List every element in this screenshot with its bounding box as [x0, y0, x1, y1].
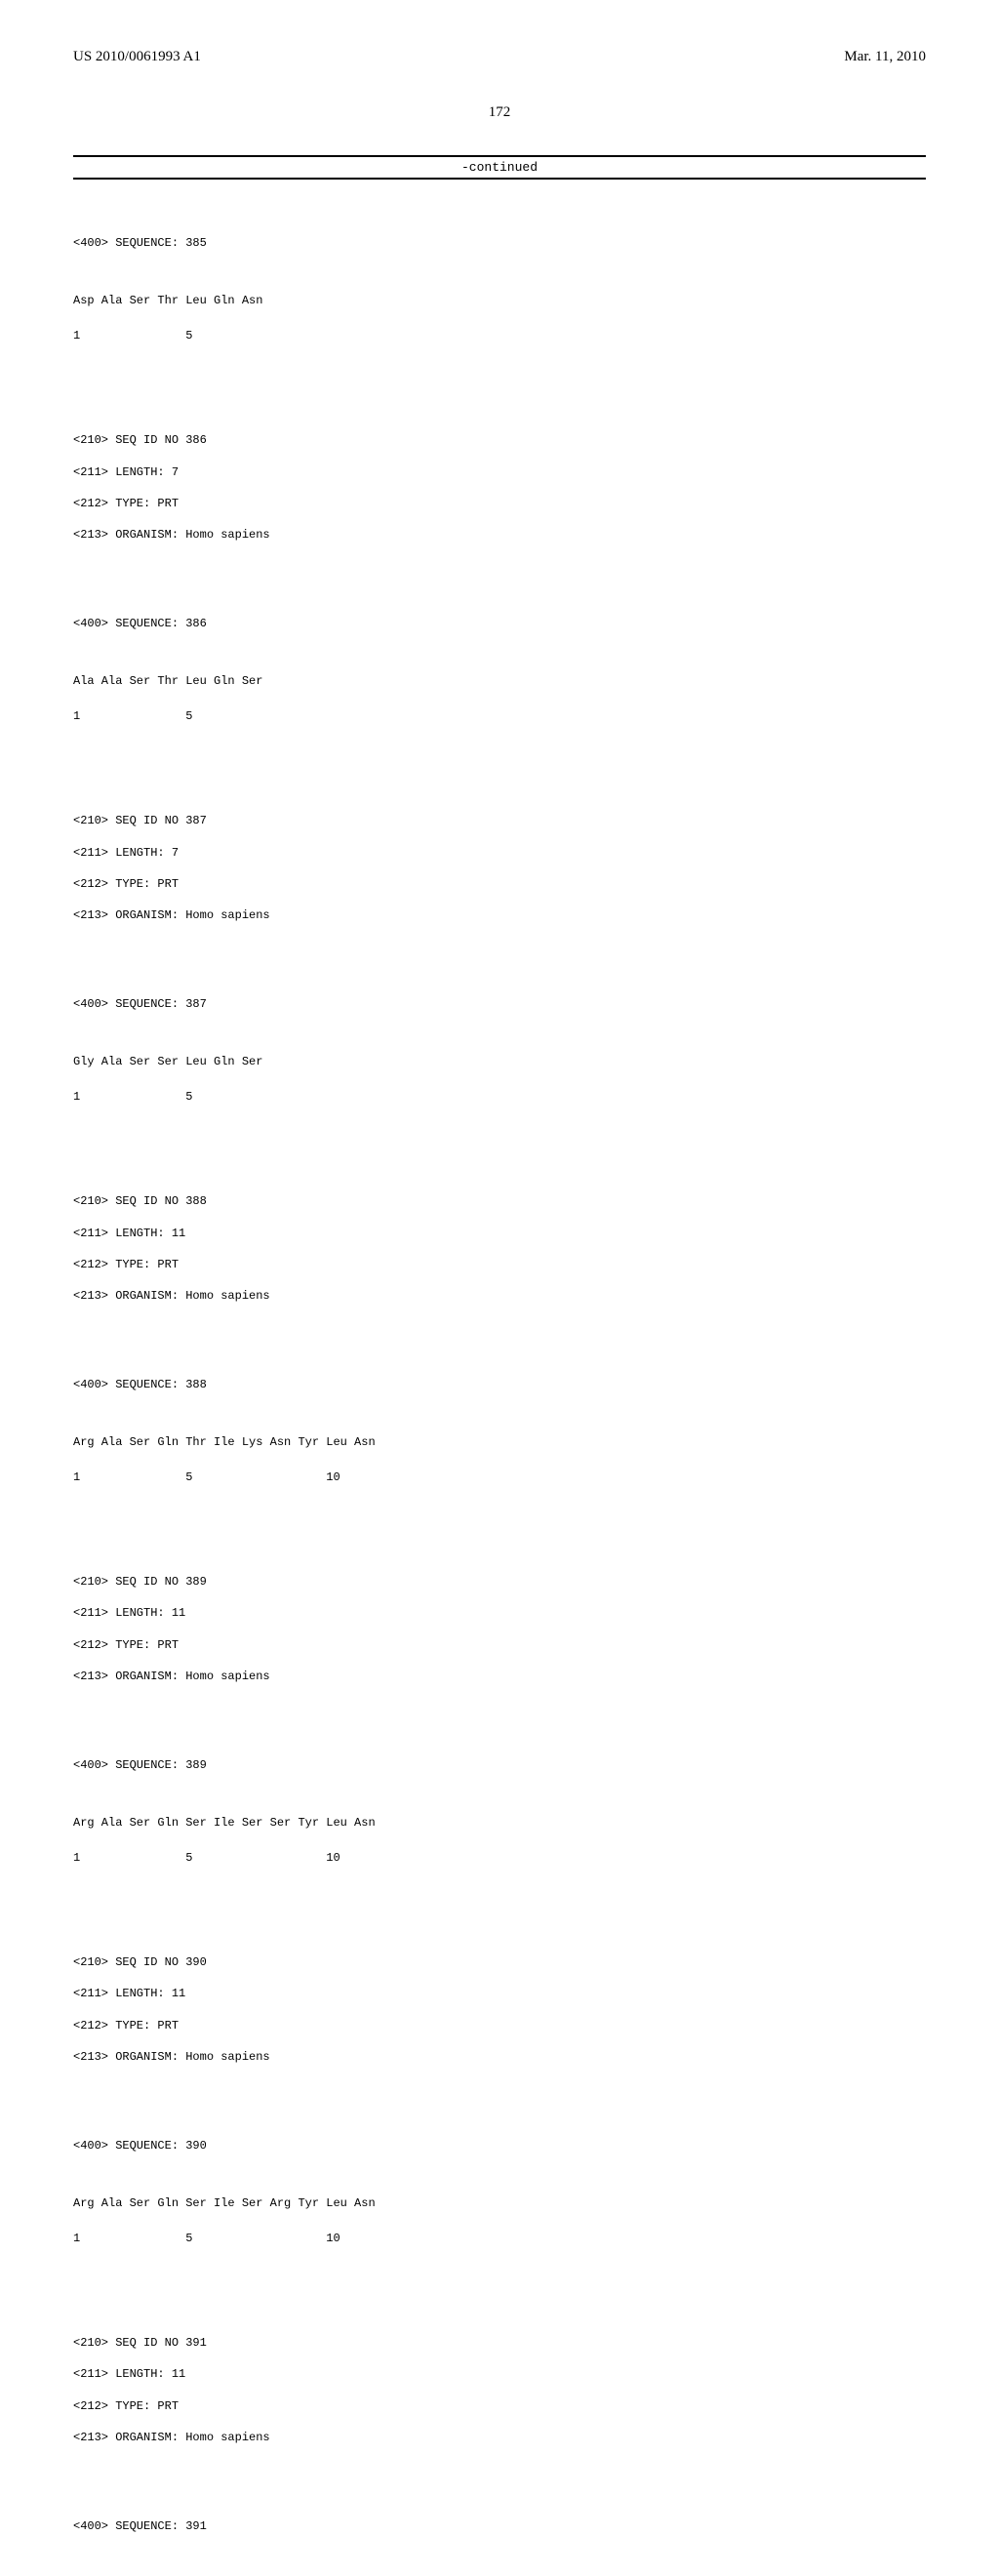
sequence-block: <400> SEQUENCE: 391 Arg Ala Ser Arg Gly …: [73, 2503, 926, 2576]
sequence-tag: <400> SEQUENCE: 389: [73, 1757, 926, 1773]
publication-date: Mar. 11, 2010: [844, 49, 926, 65]
seq-length-line: <211> LENGTH: 11: [73, 1226, 926, 1241]
sequence-residues: Asp Ala Ser Thr Leu Gln Asn: [73, 293, 926, 308]
sequence-tag: <400> SEQUENCE: 387: [73, 996, 926, 1012]
sequence-tag: <400> SEQUENCE: 388: [73, 1377, 926, 1392]
seq-length-line: <211> LENGTH: 7: [73, 845, 926, 861]
sequence-positions: 1 5 10: [73, 1850, 926, 1866]
sequence-positions: 1 5 10: [73, 2231, 926, 2246]
document-header: US 2010/0061993 A1 Mar. 11, 2010: [73, 49, 926, 65]
sequence-listing: <400> SEQUENCE: 385 Asp Ala Ser Thr Leu …: [73, 204, 926, 2576]
seq-type-line: <212> TYPE: PRT: [73, 2398, 926, 2414]
page-number: 172: [73, 104, 926, 121]
seq-type-line: <212> TYPE: PRT: [73, 496, 926, 511]
seq-length-line: <211> LENGTH: 11: [73, 1986, 926, 2001]
sequence-block: <400> SEQUENCE: 385 Asp Ala Ser Thr Leu …: [73, 220, 926, 364]
sequence-block: <400> SEQUENCE: 388 Arg Ala Ser Gln Thr …: [73, 1361, 926, 1506]
seq-id-line: <210> SEQ ID NO 387: [73, 813, 926, 828]
sequence-positions: 1 5: [73, 1089, 926, 1105]
sequence-block: <400> SEQUENCE: 390 Arg Ala Ser Gln Ser …: [73, 2122, 926, 2267]
sequence-header-block: <210> SEQ ID NO 386 <211> LENGTH: 7 <212…: [73, 417, 926, 559]
continued-label: -continued: [73, 160, 926, 175]
seq-length-line: <211> LENGTH: 11: [73, 1605, 926, 1621]
sequence-residues: Arg Ala Ser Gln Ser Ile Ser Arg Tyr Leu …: [73, 2195, 926, 2211]
seq-organism-line: <213> ORGANISM: Homo sapiens: [73, 1669, 926, 1684]
sequence-header-block: <210> SEQ ID NO 388 <211> LENGTH: 11 <21…: [73, 1178, 926, 1320]
sequence-tag: <400> SEQUENCE: 386: [73, 616, 926, 631]
sequence-positions: 1 5: [73, 328, 926, 343]
sequence-header-block: <210> SEQ ID NO 391 <211> LENGTH: 11 <21…: [73, 2319, 926, 2462]
seq-organism-line: <213> ORGANISM: Homo sapiens: [73, 907, 926, 923]
seq-length-line: <211> LENGTH: 11: [73, 2366, 926, 2382]
seq-organism-line: <213> ORGANISM: Homo sapiens: [73, 527, 926, 543]
seq-id-line: <210> SEQ ID NO 390: [73, 1954, 926, 1970]
seq-id-line: <210> SEQ ID NO 388: [73, 1193, 926, 1209]
sequence-tag: <400> SEQUENCE: 390: [73, 2138, 926, 2153]
sequence-residues: Arg Ala Ser Gln Thr Ile Lys Asn Tyr Leu …: [73, 1434, 926, 1450]
seq-organism-line: <213> ORGANISM: Homo sapiens: [73, 1288, 926, 1304]
sequence-header-block: <210> SEQ ID NO 389 <211> LENGTH: 11 <21…: [73, 1558, 926, 1701]
sequence-residues: Arg Ala Ser Gln Ser Ile Ser Ser Tyr Leu …: [73, 1815, 926, 1831]
seq-length-line: <211> LENGTH: 7: [73, 464, 926, 480]
seq-organism-line: <213> ORGANISM: Homo sapiens: [73, 2049, 926, 2065]
publication-number: US 2010/0061993 A1: [73, 49, 201, 65]
sequence-positions: 1 5: [73, 708, 926, 724]
seq-id-line: <210> SEQ ID NO 391: [73, 2335, 926, 2351]
sequence-tag: <400> SEQUENCE: 391: [73, 2518, 926, 2534]
sequence-residues: Ala Ala Ser Thr Leu Gln Ser: [73, 673, 926, 689]
sequence-header-block: <210> SEQ ID NO 387 <211> LENGTH: 7 <212…: [73, 797, 926, 940]
seq-organism-line: <213> ORGANISM: Homo sapiens: [73, 2430, 926, 2445]
seq-type-line: <212> TYPE: PRT: [73, 2018, 926, 2033]
sequence-residues: Gly Ala Ser Ser Leu Gln Ser: [73, 1054, 926, 1069]
sequence-tag: <400> SEQUENCE: 385: [73, 235, 926, 251]
sequence-block: <400> SEQUENCE: 386 Ala Ala Ser Thr Leu …: [73, 600, 926, 745]
seq-id-line: <210> SEQ ID NO 386: [73, 432, 926, 448]
sequence-block: <400> SEQUENCE: 389 Arg Ala Ser Gln Ser …: [73, 1742, 926, 1886]
sequence-block: <400> SEQUENCE: 387 Gly Ala Ser Ser Leu …: [73, 981, 926, 1125]
seq-type-line: <212> TYPE: PRT: [73, 876, 926, 892]
seq-type-line: <212> TYPE: PRT: [73, 1637, 926, 1653]
sequence-header-block: <210> SEQ ID NO 390 <211> LENGTH: 11 <21…: [73, 1939, 926, 2081]
continued-divider: -continued: [73, 155, 926, 180]
seq-id-line: <210> SEQ ID NO 389: [73, 1574, 926, 1590]
seq-type-line: <212> TYPE: PRT: [73, 1257, 926, 1272]
sequence-positions: 1 5 10: [73, 1469, 926, 1485]
